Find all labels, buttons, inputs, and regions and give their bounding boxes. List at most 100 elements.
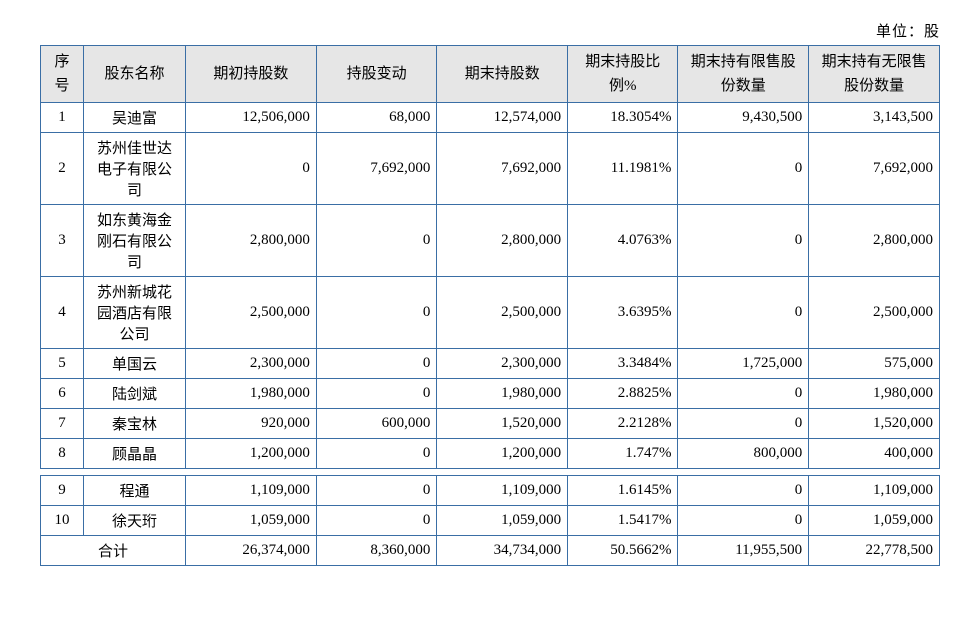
cell-rest: 9,430,500 bbox=[678, 103, 809, 133]
table-body: 1吴迪富12,506,00068,00012,574,00018.3054%9,… bbox=[41, 103, 940, 469]
table-row: 9程通1,109,00001,109,0001.6145%01,109,000 bbox=[41, 476, 940, 506]
cell-name: 苏州佳世达电子有限公司 bbox=[83, 133, 185, 205]
cell-free: 1,059,000 bbox=[809, 506, 940, 536]
cell-chg: 0 bbox=[316, 439, 437, 469]
cell-end: 2,800,000 bbox=[437, 205, 568, 277]
total-init: 26,374,000 bbox=[186, 536, 317, 566]
cell-pct: 3.6395% bbox=[568, 277, 678, 349]
cell-init: 1,109,000 bbox=[186, 476, 317, 506]
cell-free: 1,109,000 bbox=[809, 476, 940, 506]
unit-label: 单位：股 bbox=[40, 20, 940, 41]
cell-free: 3,143,500 bbox=[809, 103, 940, 133]
cell-pct: 1.6145% bbox=[568, 476, 678, 506]
cell-chg: 600,000 bbox=[316, 409, 437, 439]
cell-end: 2,500,000 bbox=[437, 277, 568, 349]
cell-free: 400,000 bbox=[809, 439, 940, 469]
cell-pct: 3.3484% bbox=[568, 349, 678, 379]
cell-free: 1,520,000 bbox=[809, 409, 940, 439]
cell-rest: 1,725,000 bbox=[678, 349, 809, 379]
col-idx: 序号 bbox=[41, 46, 84, 103]
cell-name: 顾晶晶 bbox=[83, 439, 185, 469]
cell-chg: 0 bbox=[316, 277, 437, 349]
cell-name: 陆剑斌 bbox=[83, 379, 185, 409]
col-name: 股东名称 bbox=[83, 46, 185, 103]
table-row: 8顾晶晶1,200,00001,200,0001.747%800,000400,… bbox=[41, 439, 940, 469]
cell-chg: 7,692,000 bbox=[316, 133, 437, 205]
cell-pct: 4.0763% bbox=[568, 205, 678, 277]
cell-init: 2,300,000 bbox=[186, 349, 317, 379]
table-row: 2苏州佳世达电子有限公司07,692,0007,692,00011.1981%0… bbox=[41, 133, 940, 205]
cell-pct: 1.5417% bbox=[568, 506, 678, 536]
col-pct: 期末持股比例% bbox=[568, 46, 678, 103]
cell-name: 吴迪富 bbox=[83, 103, 185, 133]
total-pct: 50.5662% bbox=[568, 536, 678, 566]
table-header: 序号 股东名称 期初持股数 持股变动 期末持股数 期末持股比例% 期末持有限售股… bbox=[41, 46, 940, 103]
cell-idx: 8 bbox=[41, 439, 84, 469]
cell-chg: 0 bbox=[316, 205, 437, 277]
cell-init: 0 bbox=[186, 133, 317, 205]
cell-chg: 0 bbox=[316, 379, 437, 409]
cell-free: 2,800,000 bbox=[809, 205, 940, 277]
cell-init: 2,500,000 bbox=[186, 277, 317, 349]
cell-pct: 2.8825% bbox=[568, 379, 678, 409]
table-row: 3如东黄海金刚石有限公司2,800,00002,800,0004.0763%02… bbox=[41, 205, 940, 277]
cell-rest: 0 bbox=[678, 277, 809, 349]
total-row: 合计 26,374,000 8,360,000 34,734,000 50.56… bbox=[41, 536, 940, 566]
cell-idx: 4 bbox=[41, 277, 84, 349]
cell-idx: 10 bbox=[41, 506, 84, 536]
total-end: 34,734,000 bbox=[437, 536, 568, 566]
col-end: 期末持股数 bbox=[437, 46, 568, 103]
cell-name: 徐天珩 bbox=[83, 506, 185, 536]
cell-init: 1,200,000 bbox=[186, 439, 317, 469]
total-rest: 11,955,500 bbox=[678, 536, 809, 566]
cell-end: 12,574,000 bbox=[437, 103, 568, 133]
total-chg: 8,360,000 bbox=[316, 536, 437, 566]
cell-idx: 6 bbox=[41, 379, 84, 409]
cell-free: 575,000 bbox=[809, 349, 940, 379]
cell-idx: 1 bbox=[41, 103, 84, 133]
cell-chg: 68,000 bbox=[316, 103, 437, 133]
cell-end: 1,980,000 bbox=[437, 379, 568, 409]
cell-pct: 11.1981% bbox=[568, 133, 678, 205]
table-gap bbox=[41, 469, 940, 476]
cell-init: 1,980,000 bbox=[186, 379, 317, 409]
total-label: 合计 bbox=[41, 536, 186, 566]
cell-init: 12,506,000 bbox=[186, 103, 317, 133]
cell-end: 1,520,000 bbox=[437, 409, 568, 439]
cell-rest: 0 bbox=[678, 133, 809, 205]
table-row: 6陆剑斌1,980,00001,980,0002.8825%01,980,000 bbox=[41, 379, 940, 409]
cell-init: 920,000 bbox=[186, 409, 317, 439]
cell-rest: 0 bbox=[678, 409, 809, 439]
cell-end: 7,692,000 bbox=[437, 133, 568, 205]
col-free: 期末持有无限售股份数量 bbox=[809, 46, 940, 103]
table-row: 1吴迪富12,506,00068,00012,574,00018.3054%9,… bbox=[41, 103, 940, 133]
table-row: 5单国云2,300,00002,300,0003.3484%1,725,0005… bbox=[41, 349, 940, 379]
cell-pct: 1.747% bbox=[568, 439, 678, 469]
cell-name: 秦宝林 bbox=[83, 409, 185, 439]
cell-rest: 0 bbox=[678, 379, 809, 409]
cell-free: 1,980,000 bbox=[809, 379, 940, 409]
cell-rest: 800,000 bbox=[678, 439, 809, 469]
col-init: 期初持股数 bbox=[186, 46, 317, 103]
cell-name: 程通 bbox=[83, 476, 185, 506]
table-row: 7秦宝林920,000600,0001,520,0002.2128%01,520… bbox=[41, 409, 940, 439]
cell-chg: 0 bbox=[316, 349, 437, 379]
cell-rest: 0 bbox=[678, 476, 809, 506]
cell-chg: 0 bbox=[316, 506, 437, 536]
cell-init: 1,059,000 bbox=[186, 506, 317, 536]
cell-idx: 7 bbox=[41, 409, 84, 439]
total-free: 22,778,500 bbox=[809, 536, 940, 566]
cell-name: 如东黄海金刚石有限公司 bbox=[83, 205, 185, 277]
cell-end: 1,109,000 bbox=[437, 476, 568, 506]
cell-name: 单国云 bbox=[83, 349, 185, 379]
cell-rest: 0 bbox=[678, 506, 809, 536]
col-rest: 期末持有限售股份数量 bbox=[678, 46, 809, 103]
table-body-2: 9程通1,109,00001,109,0001.6145%01,109,0001… bbox=[41, 476, 940, 536]
cell-pct: 18.3054% bbox=[568, 103, 678, 133]
cell-end: 1,059,000 bbox=[437, 506, 568, 536]
table-row: 10徐天珩1,059,00001,059,0001.5417%01,059,00… bbox=[41, 506, 940, 536]
cell-idx: 5 bbox=[41, 349, 84, 379]
cell-idx: 3 bbox=[41, 205, 84, 277]
cell-chg: 0 bbox=[316, 476, 437, 506]
cell-pct: 2.2128% bbox=[568, 409, 678, 439]
